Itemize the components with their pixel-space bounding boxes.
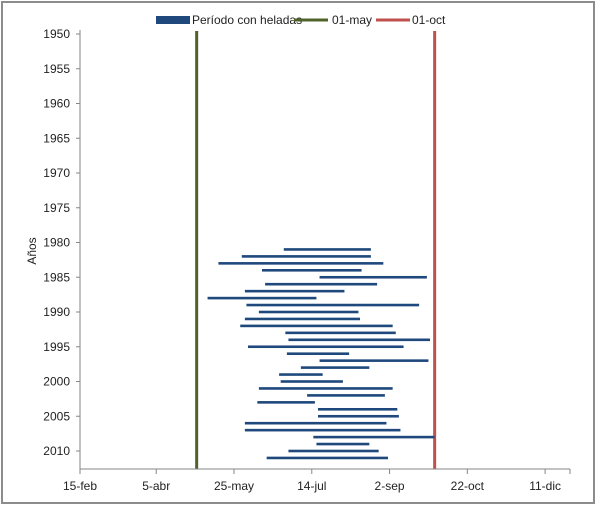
- x-tick-label: 11-dic: [529, 479, 561, 493]
- x-tick-label: 15-feb: [63, 479, 97, 493]
- frost-bar-1983: [218, 262, 384, 265]
- y-axis-title: Años: [25, 237, 39, 264]
- frost-bar-2009: [316, 442, 370, 446]
- y-tick-label: 1975: [43, 201, 70, 215]
- frost-bar-2004: [318, 408, 398, 411]
- frost-bar-2010: [288, 449, 379, 453]
- frost-bar-1993: [285, 331, 396, 335]
- frost-bar-1988: [207, 296, 317, 300]
- frost-bar-2000: [280, 380, 343, 383]
- frost-bar-1985: [319, 275, 427, 279]
- frost-bar-2011: [266, 456, 388, 460]
- y-tick-label: 1965: [43, 131, 70, 145]
- frost-period-bars: [207, 248, 435, 460]
- frost-bar-1984: [262, 269, 362, 272]
- frost-bar-1997: [319, 359, 429, 362]
- x-tick-label: 22-oct: [451, 479, 485, 493]
- y-tick-label: 2010: [43, 444, 70, 458]
- y-tick-label: 2005: [43, 409, 70, 423]
- x-tick-label: 25-may: [214, 479, 254, 493]
- frost-bar-2006: [244, 421, 387, 425]
- frost-bar-2001: [258, 387, 393, 390]
- legend-label: Período con heladas: [192, 13, 302, 27]
- frost-bar-1981: [283, 248, 371, 251]
- frost-bar-1989: [246, 303, 420, 307]
- frost-bar-2002: [307, 394, 385, 397]
- y-tick-label: 1980: [43, 236, 70, 250]
- frost-bar-1982: [241, 255, 371, 258]
- legend: Período con heladas 01-may 01-oct: [156, 13, 446, 27]
- reference-lines: [195, 31, 437, 469]
- axes: 1950 1955 1960 1965 1970 1975 1980 1985 1990 1995…: [43, 27, 571, 493]
- frost-bar-1996: [286, 352, 350, 355]
- frost-bar-1999: [279, 373, 323, 376]
- y-tick-label: 1950: [43, 27, 70, 41]
- frost-bar-1990: [258, 310, 359, 314]
- frost-bar-2005: [318, 414, 399, 418]
- frost-bar-1991: [244, 317, 360, 321]
- frost-bar-1987: [244, 289, 345, 293]
- frost-bar-1998: [300, 366, 370, 369]
- x-tick-label: 5-abr: [142, 479, 170, 493]
- legend-label: 01-oct: [412, 13, 446, 27]
- y-tick-label: 1960: [43, 97, 70, 111]
- legend-label: 01-may: [332, 13, 372, 27]
- y-tick-label: 1985: [43, 270, 70, 284]
- legend-swatch-bar: [156, 16, 190, 24]
- frost-bar-1992: [240, 324, 393, 328]
- frost-bar-1995: [248, 345, 404, 349]
- y-tick-label: 1990: [43, 305, 70, 319]
- y-tick-label: 1970: [43, 166, 70, 180]
- y-tick-label: 1995: [43, 340, 70, 354]
- y-tick-label: 1955: [43, 62, 70, 76]
- frost-bar-2007: [244, 428, 401, 432]
- y-tick-label: 2000: [43, 375, 70, 389]
- frost-bar-1986: [265, 282, 378, 286]
- frost-bar-2008: [313, 435, 435, 439]
- frost-bar-1994: [288, 338, 430, 342]
- x-tick-label: 2-sep: [375, 479, 405, 493]
- frost-bar-2003: [257, 401, 315, 404]
- x-tick-label: 14-jul: [297, 479, 326, 493]
